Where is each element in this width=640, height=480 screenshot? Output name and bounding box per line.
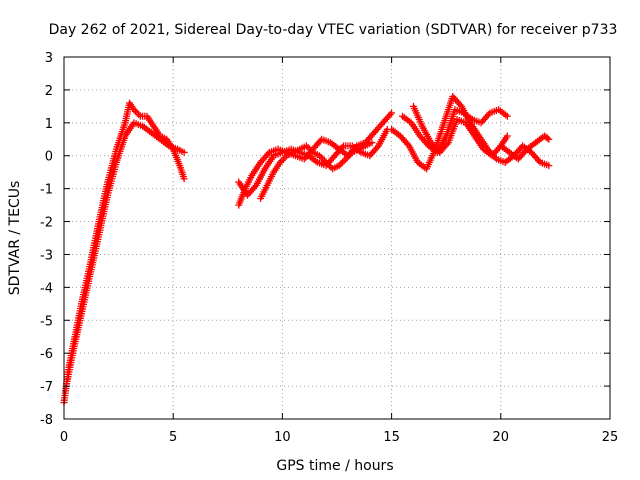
data-point	[180, 175, 188, 183]
x-tick-label: 20	[493, 430, 510, 445]
data-point	[443, 140, 451, 148]
y-tick-label: -2	[40, 216, 53, 231]
data-point	[347, 150, 355, 158]
data-point	[543, 134, 551, 142]
data-point	[343, 153, 351, 161]
data-point	[278, 157, 286, 165]
x-axis-label: GPS time / hours	[276, 458, 393, 474]
x-tick-label: 25	[602, 430, 619, 445]
y-tick-label: -1	[40, 183, 53, 198]
data-point	[337, 160, 345, 168]
y-tick-label: 2	[45, 84, 53, 99]
data-point	[535, 157, 543, 165]
data-point	[320, 157, 328, 165]
data-point	[373, 144, 381, 151]
data-point	[324, 160, 332, 168]
data-point	[135, 111, 143, 119]
x-tick-label: 0	[60, 430, 68, 445]
data-point	[133, 109, 141, 117]
y-tick-label: 0	[45, 150, 53, 165]
data-point	[545, 135, 553, 143]
data-point	[180, 148, 188, 156]
data-point	[345, 152, 353, 160]
data-point	[322, 158, 330, 166]
data-point	[325, 162, 333, 170]
data-point	[132, 107, 140, 115]
data-point	[503, 112, 511, 120]
axis-ticks: 0 5 10 15 20 25 -8 -7 -6 -5 -4 -3 -2 -1 0 1 2 3	[40, 51, 618, 445]
data-point	[545, 162, 553, 170]
data-point	[306, 145, 314, 153]
data-point	[281, 153, 289, 161]
data-point	[317, 153, 325, 161]
y-tick-label: 3	[45, 51, 53, 66]
data-point	[404, 140, 412, 148]
data-point	[316, 152, 324, 160]
data-point	[276, 158, 284, 166]
y-axis-label: SDTVAR / TECUs	[7, 181, 23, 296]
chart-title: Day 262 of 2021, Sidereal Day-to-day VTE…	[49, 22, 618, 38]
y-tick-label: -3	[40, 248, 53, 263]
y-tick-label: -4	[40, 281, 53, 296]
data-point	[456, 101, 464, 109]
plot-frame	[63, 56, 611, 420]
data-point	[340, 157, 348, 165]
data-point	[319, 155, 327, 163]
y-tick-label: -6	[40, 347, 53, 362]
data-point	[388, 109, 396, 117]
data-point	[338, 144, 346, 151]
data-point	[307, 147, 315, 155]
data-point	[386, 111, 394, 119]
x-tick-label: 15	[383, 430, 400, 445]
data-point	[503, 132, 511, 140]
x-tick-label: 10	[274, 430, 291, 445]
data-point	[304, 144, 312, 151]
data-point	[335, 162, 343, 170]
data-points	[60, 92, 553, 407]
data-point	[338, 158, 346, 166]
grid	[64, 57, 610, 419]
y-tick-label: -8	[40, 413, 53, 428]
data-point	[484, 111, 492, 119]
y-tick-label: 1	[45, 117, 53, 132]
data-point	[368, 139, 376, 147]
y-tick-label: -5	[40, 314, 53, 329]
data-point	[251, 183, 259, 191]
data-point	[279, 155, 287, 163]
data-point	[302, 142, 310, 150]
y-tick-label: -7	[40, 380, 53, 395]
data-point	[342, 155, 350, 163]
x-tick-label: 5	[169, 430, 177, 445]
data-point	[264, 150, 272, 158]
data-point	[130, 106, 138, 114]
